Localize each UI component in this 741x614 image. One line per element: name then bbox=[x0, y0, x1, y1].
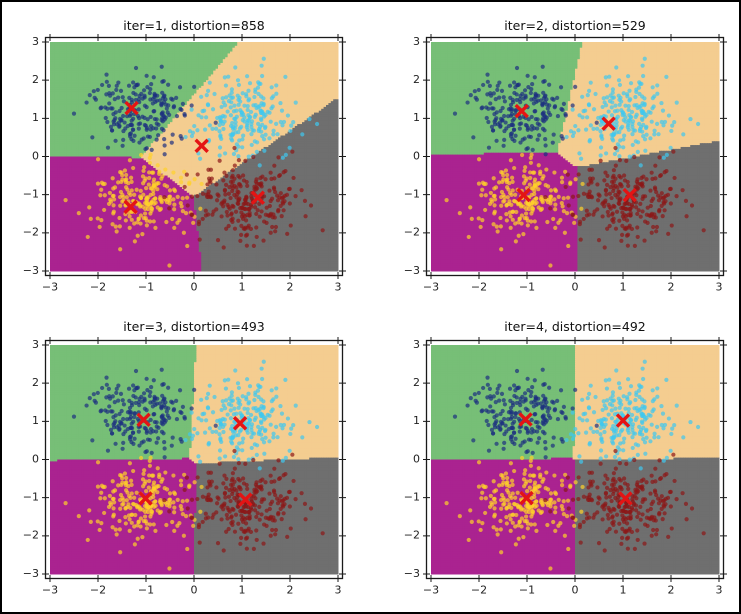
subplot-iter-2: iter=2, distortion=529 bbox=[373, 2, 739, 309]
plot-canvas-iter-2 bbox=[373, 2, 739, 309]
subplot-title-iter-2: iter=2, distortion=529 bbox=[504, 18, 646, 33]
subplot-iter-3: iter=3, distortion=493 bbox=[2, 309, 372, 612]
plot-canvas-iter-3 bbox=[2, 309, 372, 612]
subplot-title-iter-4: iter=4, distortion=492 bbox=[504, 319, 646, 334]
plot-canvas-iter-1 bbox=[2, 2, 372, 309]
subplot-title-iter-3: iter=3, distortion=493 bbox=[123, 319, 265, 334]
plot-canvas-iter-4 bbox=[373, 309, 739, 612]
subplot-iter-1: iter=1, distortion=858 bbox=[2, 2, 372, 309]
subplot-iter-4: iter=4, distortion=492 bbox=[373, 309, 739, 612]
subplot-title-iter-1: iter=1, distortion=858 bbox=[123, 18, 265, 33]
